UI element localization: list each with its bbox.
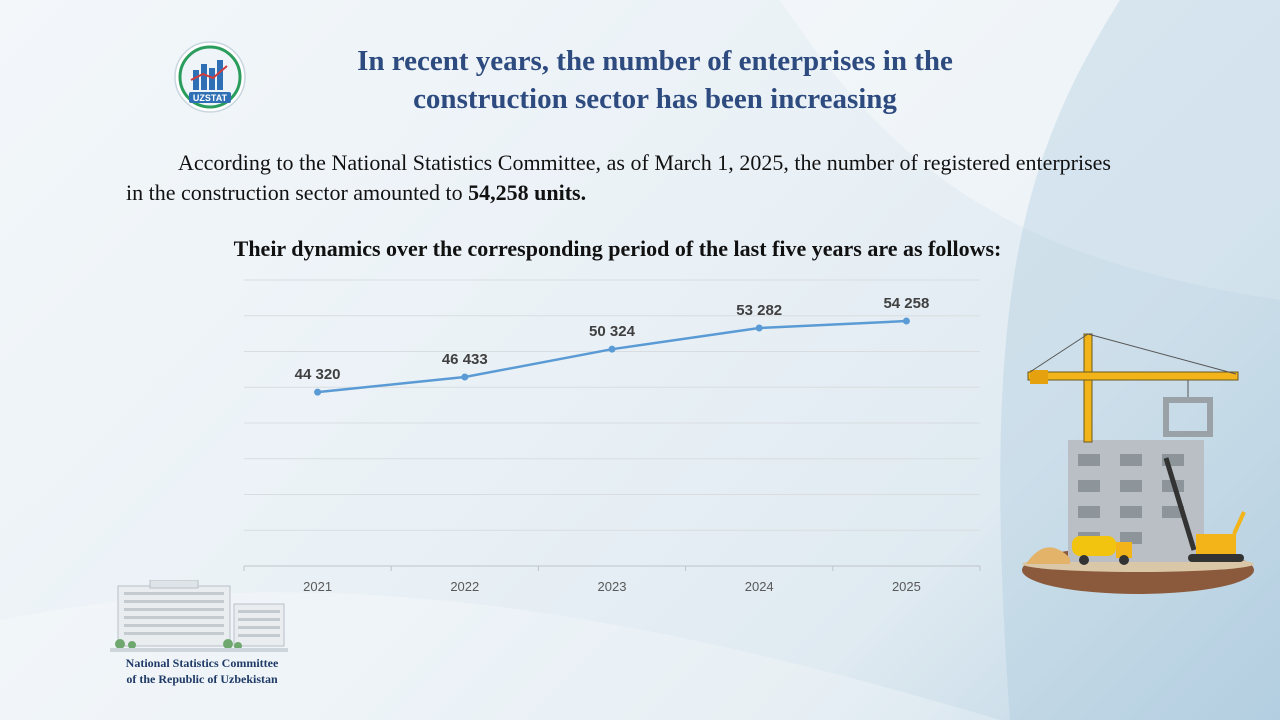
uzstat-logo: UZSTAT bbox=[174, 41, 246, 113]
committee-line-1: National Statistics Committee bbox=[125, 656, 279, 670]
data-label: 44 320 bbox=[295, 366, 341, 383]
intro-paragraph: According to the National Statistics Com… bbox=[126, 148, 1111, 208]
construction-illustration bbox=[1022, 333, 1254, 594]
committee-line-2: of the Republic of Uzbekistan bbox=[126, 672, 278, 686]
x-tick-label: 2024 bbox=[745, 579, 774, 594]
x-tick-label: 2021 bbox=[303, 579, 332, 594]
x-tick-label: 2023 bbox=[598, 579, 627, 594]
data-point bbox=[461, 373, 469, 381]
data-label: 54 258 bbox=[883, 295, 929, 312]
intro-highlight: 54,258 units. bbox=[468, 180, 587, 205]
x-tick-label: 2022 bbox=[450, 579, 479, 594]
logo-text: UZSTAT bbox=[193, 93, 228, 103]
data-point bbox=[314, 388, 322, 396]
committee-building-image bbox=[110, 580, 288, 652]
data-label: 46 433 bbox=[442, 351, 488, 368]
data-label: 50 324 bbox=[589, 323, 636, 340]
chart-subtitle: Their dynamics over the corresponding pe… bbox=[233, 236, 1002, 261]
committee-caption: National Statistics Committee of the Rep… bbox=[112, 655, 292, 687]
x-tick-label: 2025 bbox=[892, 579, 921, 594]
data-point bbox=[902, 317, 910, 325]
data-label: 53 282 bbox=[736, 302, 782, 319]
page-title: In recent years, the number of enterpris… bbox=[357, 45, 953, 115]
intro-text: According to the National Statistics Com… bbox=[126, 150, 1111, 205]
data-point bbox=[755, 324, 763, 332]
data-point bbox=[608, 345, 616, 353]
